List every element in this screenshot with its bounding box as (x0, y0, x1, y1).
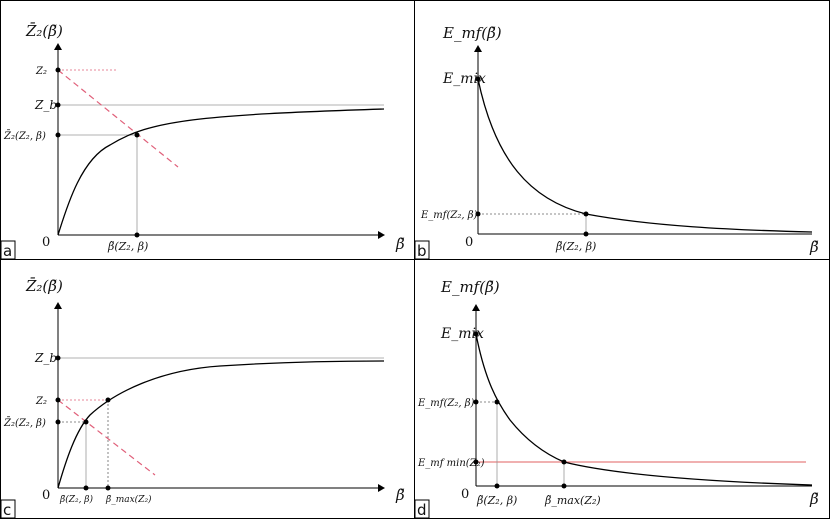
panel-c-zb-label: Z_b (34, 351, 57, 365)
panel-c-origin: 0 (42, 488, 50, 503)
panel-c-zbar-label: Z̄₂(Z₂, β) (3, 417, 46, 429)
panel-d-btilde-dot (494, 483, 500, 489)
panel-c-tag: c (3, 501, 11, 519)
panel-c-btilde-dot (83, 485, 89, 491)
panel-c-intersection-dot (83, 419, 89, 425)
panel-c-btilde-label: β̃(Z₂, β) (59, 494, 94, 505)
panel-d-tag: d (417, 501, 427, 519)
panel-d-emf-label: E_mf(Z₂, β) (417, 398, 474, 409)
panel-c-x-axis-label: β̃ (395, 486, 405, 504)
panel-c-dashed-line (57, 399, 156, 476)
panel-d-emfmin-label: E_mf min(Z₂) (417, 458, 485, 469)
panel-d-tag-box (414, 499, 430, 519)
panel-a-x-axis-label: β̃ (395, 235, 405, 253)
panel-b-emix-dot (475, 76, 481, 82)
panel-a-tag-box (0, 240, 16, 260)
panel-b-origin: 0 (465, 235, 473, 250)
panel-b: E_mf(β̃) β̃ 0 E_mix E_mf(Z₂, β) β̃(Z₂, β… (420, 24, 819, 256)
panel-d-frame (414, 259, 830, 519)
panel-c-curve (57, 360, 385, 489)
panel-d-curve (475, 333, 813, 486)
panel-d-emix-dot (473, 331, 479, 337)
panel-a-tag: a (3, 242, 12, 260)
panel-b-emf-label: E_mf(Z₂, β) (420, 210, 477, 221)
panel-a-y-axis-label: Z̄₂(β̃) (25, 22, 63, 40)
panel-d: E_mf(β̃) β̃ 0 E_mix E_mf(Z₂, β) E_mf min… (417, 278, 819, 508)
panel-b-curve (477, 78, 813, 233)
panel-b-btilde-label: β̃(Z₂, β) (555, 240, 596, 253)
panel-d-btilde-label: β̃(Z₂, β) (476, 494, 517, 507)
panel-d-origin: 0 (461, 487, 469, 502)
panel-c-bmax-label: β̃_max(Z₂) (105, 494, 152, 505)
panel-d-curve-dot (494, 399, 500, 405)
panel-c-frame (0, 259, 415, 519)
panel-a-intersection-dot (134, 132, 140, 138)
panel-a-zbar-label: Z̄₂(Z₂, β) (3, 130, 46, 142)
panel-c-max-dot (105, 397, 111, 403)
panel-b-tag: b (417, 242, 427, 260)
panel-c-y-axis-label: Z̄₂(β̃) (25, 277, 63, 295)
panel-c-z2-dot (55, 397, 61, 403)
panel-c: Z̄₂(β̃) β̃ 0 Z_b Z₂ Z̄₂(Z₂, β) β̃(Z₂, β)… (3, 277, 405, 505)
panel-a-zb-dot (55, 102, 61, 108)
panel-a-origin: 0 (42, 235, 50, 250)
panel-d-emix-label: E_mix (440, 326, 484, 342)
panel-c-bmax-dot (105, 485, 111, 491)
panel-a: Z̄₂(β̃) β̃ 0 Z₂ Z_b Z̄₂(Z₂, β) β̃(Z₂, β) (3, 22, 405, 253)
panel-b-emf-dot (475, 211, 481, 217)
panel-a-z2-label: Z₂ (35, 66, 47, 77)
panel-b-curve-dot (583, 211, 589, 217)
panel-b-tag-box (414, 240, 430, 260)
panel-c-tag-box (0, 499, 16, 519)
panel-d-emf-dot (473, 399, 479, 405)
panel-a-btilde-dot (134, 232, 140, 238)
panel-b-btilde-dot (583, 231, 589, 237)
panel-a-zb-label: Z_b (34, 98, 57, 112)
panel-c-z2-label: Z₂ (35, 396, 47, 407)
panel-d-bmax-label: β̃_max(Z₂) (544, 494, 601, 507)
panel-a-zbar-dot (55, 132, 61, 138)
panel-c-zb-dot (55, 355, 61, 361)
panel-d-min-dot (561, 459, 567, 465)
panel-d-bmax-dot (561, 483, 567, 489)
panel-b-y-axis-label: E_mf(β̃) (442, 24, 502, 42)
panel-a-dashed-line (57, 69, 179, 168)
panel-b-x-axis-label: β̃ (809, 238, 819, 256)
panel-c-zbar-dot (55, 419, 61, 425)
panel-d-y-axis-label: E_mf(β̃) (440, 278, 500, 296)
panel-a-z2-dot (55, 67, 61, 73)
panel-a-btilde-label: β̃(Z₂, β) (107, 240, 148, 253)
panel-d-emfmin-dot (473, 459, 479, 465)
panel-a-curve (57, 108, 385, 236)
panel-d-x-axis-label: β̃ (809, 490, 819, 508)
panel-b-emix-label: E_mix (442, 71, 486, 87)
